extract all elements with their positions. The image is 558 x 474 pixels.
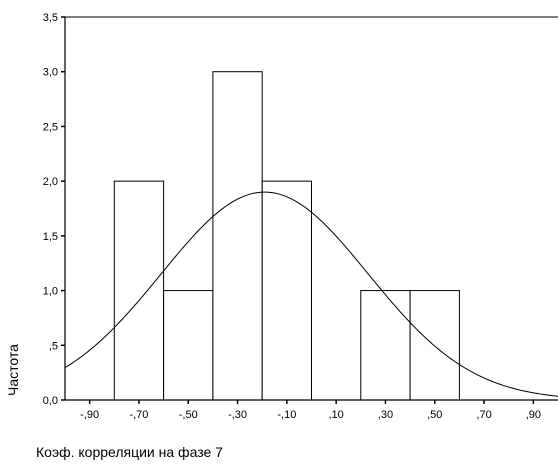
y-tick-label: 3,0 xyxy=(43,67,58,79)
x-tick-label: ,10 xyxy=(329,409,344,421)
histogram-bar xyxy=(212,71,263,401)
histogram-bar xyxy=(163,290,214,401)
histogram-bar xyxy=(409,290,460,401)
histogram-bar xyxy=(261,180,313,401)
histogram-bars xyxy=(113,71,460,401)
normal-curve-layer xyxy=(64,191,558,397)
x-tick-label: -,50 xyxy=(179,409,198,421)
axes: 0,0 ,5 1,0 1,5 2,0 2,5 3,0 3,5 -,90 -,70 -,50 -,30 -… xyxy=(43,12,558,421)
x-axis-label: Коэф. корреляции на фазе 7 xyxy=(36,444,223,460)
y-tick-label: ,5 xyxy=(49,340,58,352)
x-tick-label: -,70 xyxy=(129,409,148,421)
y-tick-label: 1,5 xyxy=(43,231,58,243)
x-tick-label: ,30 xyxy=(378,409,393,421)
x-tick-label: -,90 xyxy=(80,409,99,421)
histogram-bar xyxy=(360,290,411,401)
normal-curve xyxy=(64,191,558,397)
x-tick-label: -,30 xyxy=(228,409,247,421)
y-axis-label: Частота xyxy=(5,344,21,396)
y-tick-label: 1,0 xyxy=(43,286,58,298)
y-tick-label: 3,5 xyxy=(43,12,58,24)
x-tick-label: -,10 xyxy=(277,409,296,421)
x-tick-label: ,70 xyxy=(476,409,491,421)
x-tick-label: ,50 xyxy=(427,409,442,421)
x-tick-label: ,90 xyxy=(526,409,541,421)
y-tick-label: 2,0 xyxy=(43,176,58,188)
y-tick-label: 2,5 xyxy=(43,121,58,133)
y-tick-label: 0,0 xyxy=(43,395,58,407)
histogram-bar xyxy=(113,180,165,401)
